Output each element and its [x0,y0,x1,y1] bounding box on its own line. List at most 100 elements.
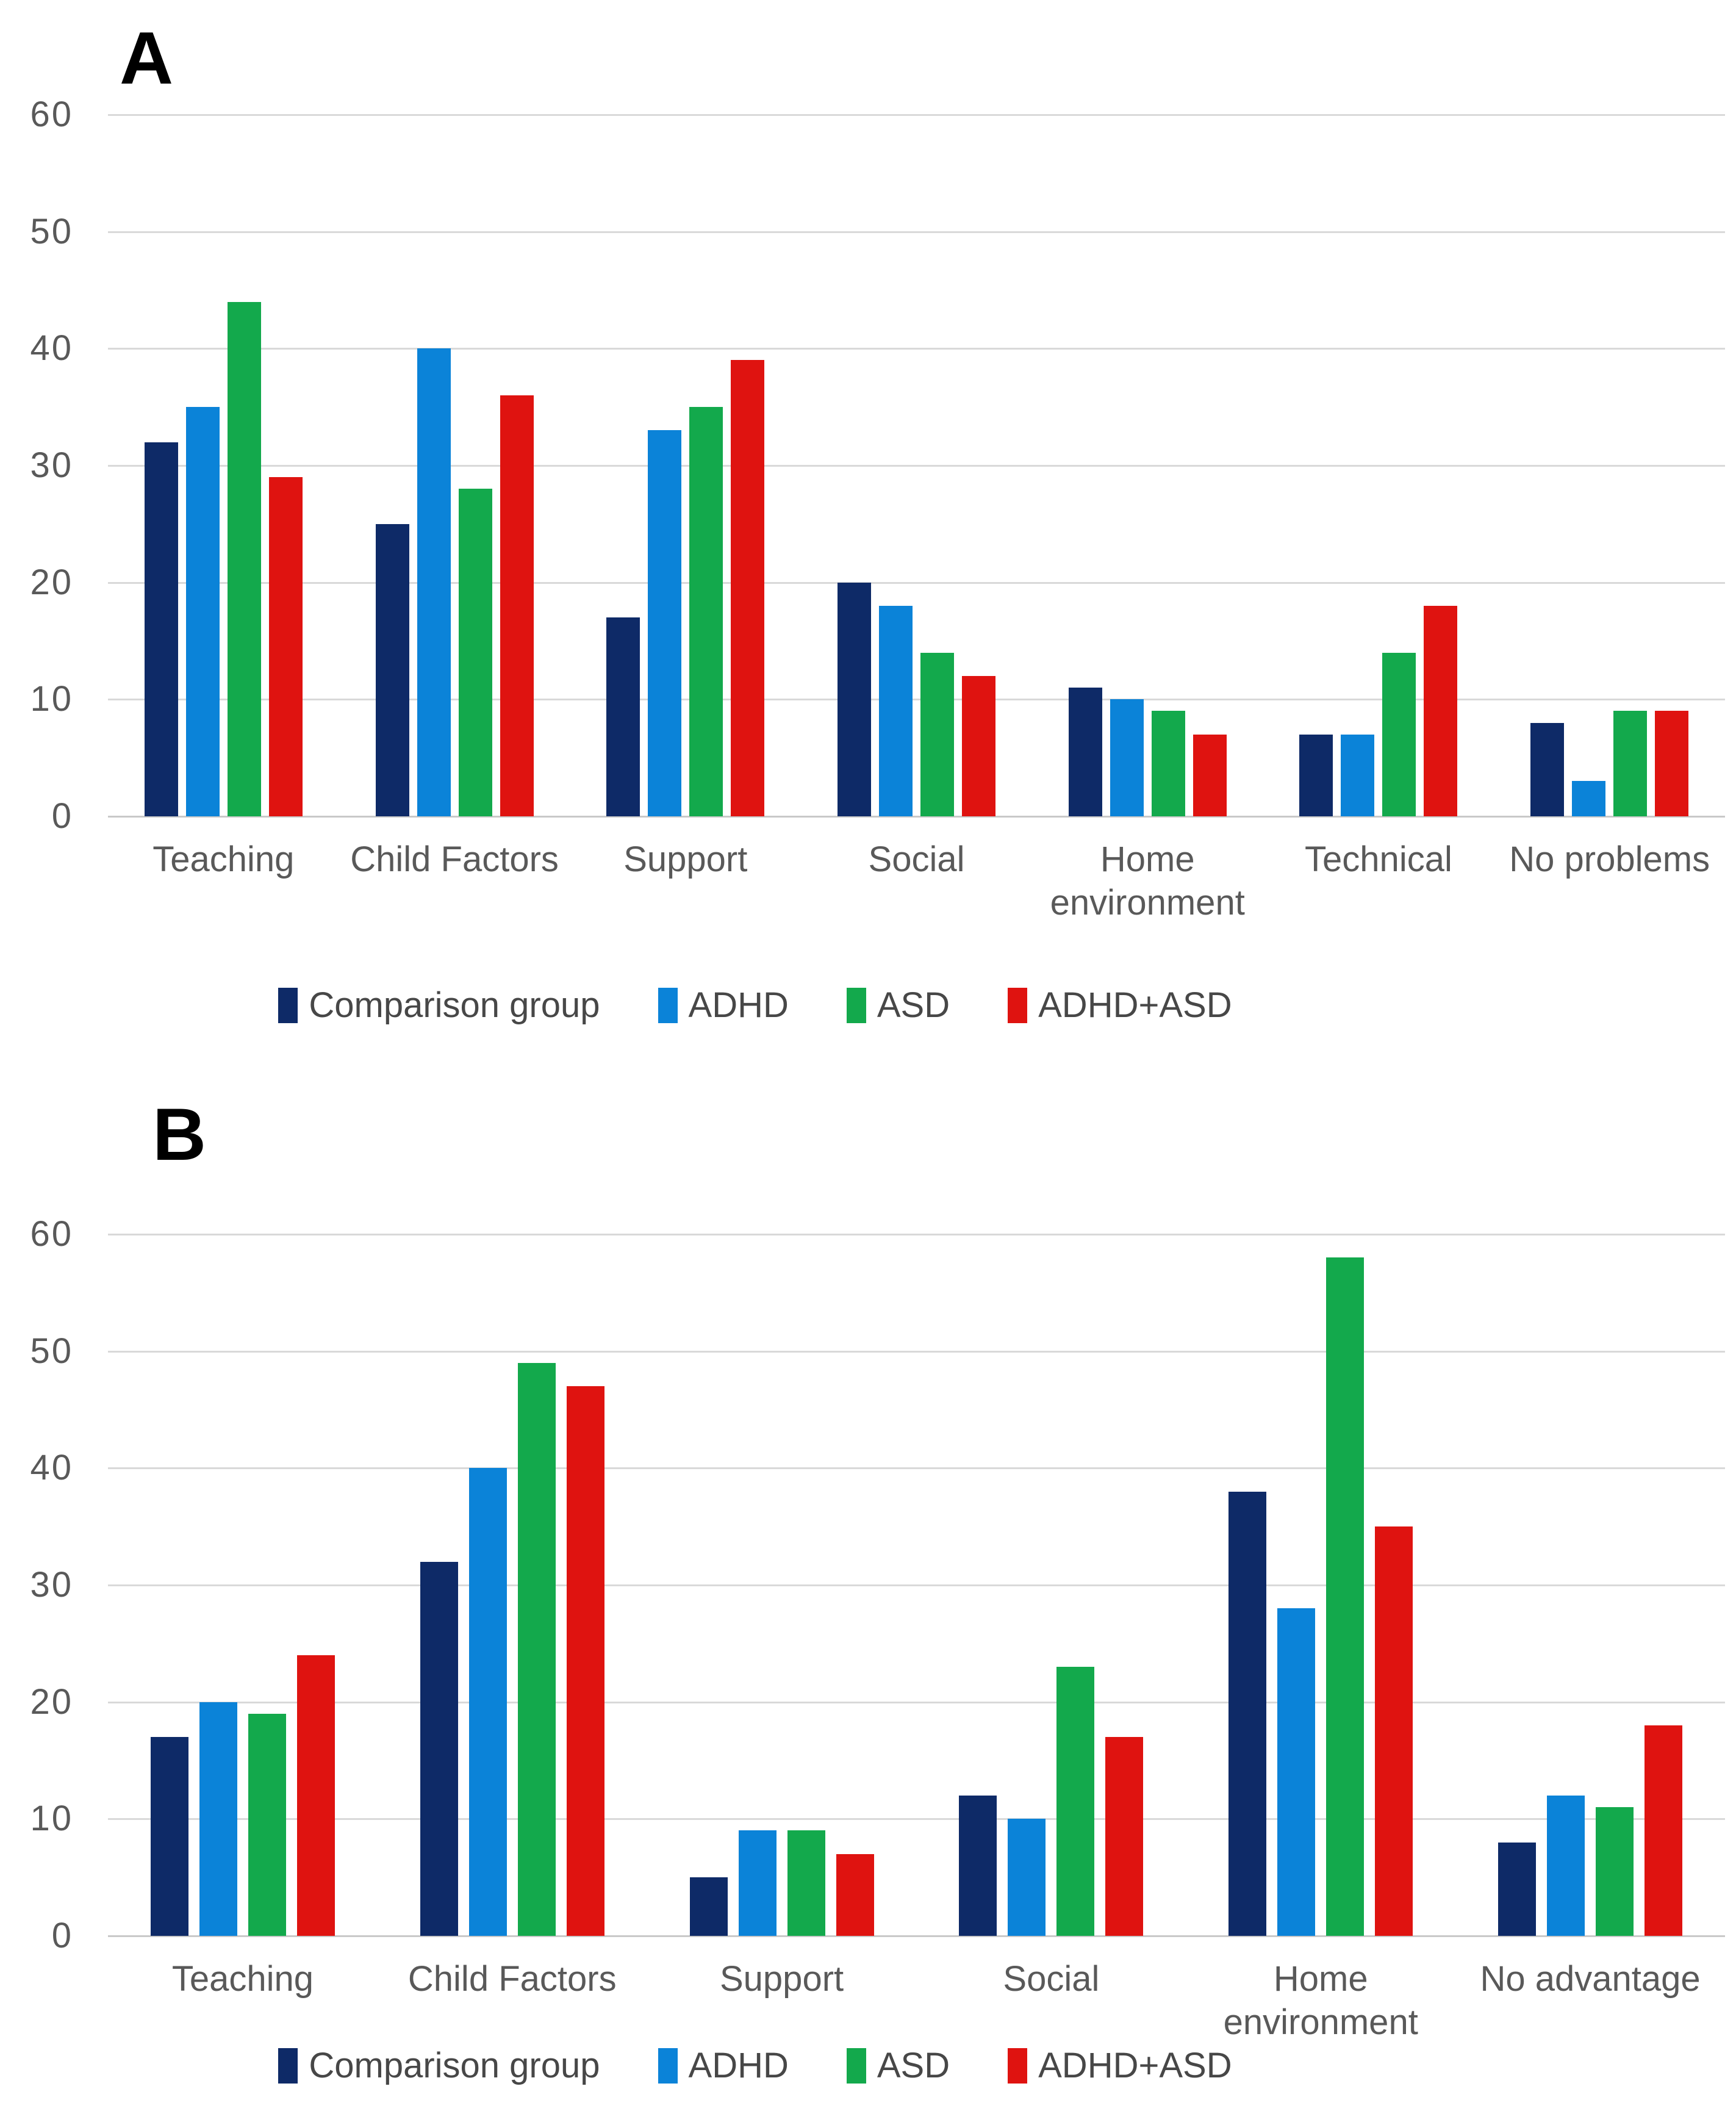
bar-comparison-group [1498,1843,1537,1936]
gridline [108,1350,1725,1353]
y-tick-label: 50 [30,1331,73,1371]
category-label-home-environment: Home environment [1223,1959,1418,2042]
bar-group [339,115,570,816]
bar-asd [920,653,955,816]
bar-comparison-group [144,442,178,816]
y-tick-label: 10 [30,679,73,719]
bar-comparison-group [375,524,409,816]
bar-adhd-asd [1424,606,1458,816]
bar-adhd-asd [962,676,996,816]
bar-asd [1326,1257,1365,1936]
bar-adhd [1547,1796,1585,1936]
bar-asd [517,1363,556,1936]
bar-asd [1596,1807,1634,1936]
bar-comparison-group [1530,723,1565,816]
bar-adhd [1110,699,1144,816]
bar-adhd-asd [296,1655,335,1936]
bar-adhd [879,606,913,816]
bar-group [916,1234,1186,1936]
y-tick-label: 40 [30,1448,73,1488]
legend-swatch-comparison-group [278,2048,298,2084]
plot-area [108,114,1725,818]
y-tick-label: 20 [30,562,73,602]
gridline [108,1584,1725,1586]
bar-adhd-asd [566,1386,604,1936]
category-label-support: Support [719,1959,844,1999]
bar-group [108,1234,378,1936]
bar-group [801,115,1032,816]
legend-item-asd: ASD [846,2045,950,2086]
panel-b-label: B [152,1093,208,1176]
bar-group [570,115,801,816]
bar-asd [1613,711,1648,816]
y-tick-label: 40 [30,328,73,369]
y-tick-label: 30 [30,1565,73,1605]
y-tick-label: 10 [30,1799,73,1839]
bar-asd [689,407,723,816]
gridline [108,231,1725,233]
plot-area [108,1234,1725,1937]
category-label-no-advantage: No advantage [1480,1959,1701,1999]
legend-label-adhd: ADHD [688,985,789,1025]
bar-adhd [1341,735,1375,816]
y-tick-label: 0 [51,1916,73,1955]
gridline [108,1701,1725,1703]
legend-panel-a: Comparison group ADHD ASD ADHD+ASD [0,985,1623,1026]
category-label-home-environment: Home environment [1050,840,1245,922]
gridline [108,1818,1725,1821]
bar-group [1263,115,1494,816]
bar-adhd-asd [836,1854,874,1936]
legend-label-asd: ASD [877,2046,950,2085]
gridline [108,581,1725,584]
legend-label-adhd-asd: ADHD+ASD [1038,985,1232,1025]
bar-asd [227,302,261,816]
gridline [108,1234,1725,1235]
bar-adhd-asd [268,477,303,816]
gridline [108,348,1725,350]
legend-swatch-adhd-asd [1008,987,1028,1023]
gridline [108,699,1725,701]
bar-adhd-asd [1645,1725,1683,1936]
y-tick-label: 30 [30,445,73,485]
y-tick-label: 60 [30,1214,73,1254]
category-label-support: Support [623,840,748,879]
category-label-child-factors: Child Factors [407,1959,617,1999]
bar-adhd [185,407,220,816]
legend-swatch-adhd [658,987,678,1023]
bar-adhd [199,1702,237,1936]
bar-groups [108,1234,1725,1936]
category-label-technical: Technical [1305,840,1452,879]
bar-groups [108,115,1725,816]
bar-adhd [417,348,451,816]
bar-adhd [648,430,682,816]
legend-item-comparison-group: Comparison group [278,2045,600,2086]
legend-swatch-comparison-group [278,987,298,1023]
bar-group [1455,1234,1725,1936]
bar-comparison-group [689,1877,728,1936]
bar-asd [1151,711,1185,816]
legend-swatch-asd [846,987,866,1023]
legend-label-comparison-group: Comparison group [309,2046,600,2085]
bar-adhd [468,1468,507,1936]
bar-asd [248,1714,286,1936]
bar-adhd-asd [1193,735,1227,816]
gridline [108,1467,1725,1470]
bar-comparison-group [1068,688,1102,816]
bar-chart-panel-a: 60 50 40 30 20 10 0 Teaching Child Factors Suppor… [0,95,1736,981]
bar-adhd [1277,1608,1316,1936]
legend-item-asd: ASD [846,985,950,1026]
category-label-teaching: Teaching [152,840,295,879]
y-tick-label: 60 [30,95,73,134]
bar-adhd-asd [1105,1737,1144,1936]
legend-panel-b: Comparison group ADHD ASD ADHD+ASD [0,2045,1623,2086]
legend-label-comparison-group: Comparison group [309,985,600,1025]
bar-group [1186,1234,1455,1936]
legend-swatch-asd [846,2048,866,2084]
legend-label-adhd-asd: ADHD+ASD [1038,2046,1232,2085]
bar-comparison-group [420,1562,458,1936]
category-label-social: Social [1003,1959,1100,1999]
x-axis-line [108,1935,1725,1937]
bar-asd [1382,653,1416,816]
bar-comparison-group [1228,1492,1267,1936]
